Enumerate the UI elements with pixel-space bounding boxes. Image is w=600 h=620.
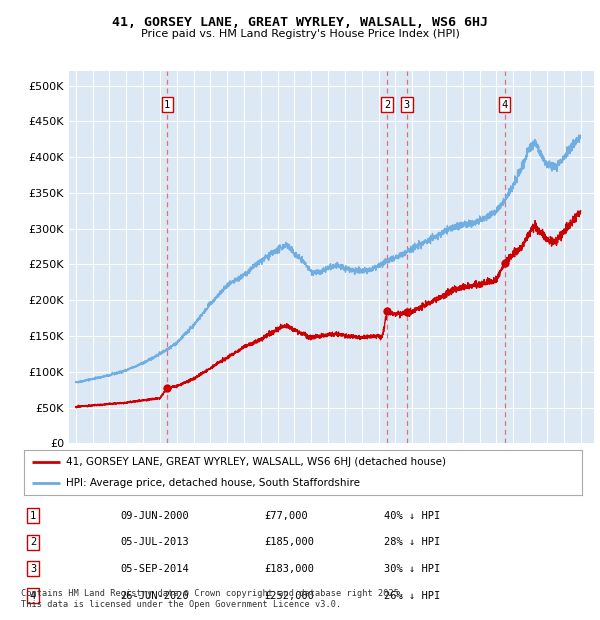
Text: HPI: Average price, detached house, South Staffordshire: HPI: Average price, detached house, Sout… — [66, 477, 360, 488]
Text: 3: 3 — [404, 100, 410, 110]
Text: 1: 1 — [30, 510, 36, 521]
Text: 2: 2 — [384, 100, 391, 110]
Text: 28% ↓ HPI: 28% ↓ HPI — [384, 537, 440, 547]
Text: £185,000: £185,000 — [264, 537, 314, 547]
Text: 4: 4 — [30, 590, 36, 601]
Text: 1: 1 — [164, 100, 170, 110]
Text: £183,000: £183,000 — [264, 564, 314, 574]
Text: 3: 3 — [30, 564, 36, 574]
Text: 41, GORSEY LANE, GREAT WYRLEY, WALSALL, WS6 6HJ: 41, GORSEY LANE, GREAT WYRLEY, WALSALL, … — [112, 16, 488, 29]
Text: Price paid vs. HM Land Registry's House Price Index (HPI): Price paid vs. HM Land Registry's House … — [140, 29, 460, 39]
Text: 26-JUN-2020: 26-JUN-2020 — [120, 590, 189, 601]
Text: 2: 2 — [30, 537, 36, 547]
Text: 26% ↓ HPI: 26% ↓ HPI — [384, 590, 440, 601]
Text: 4: 4 — [502, 100, 508, 110]
Text: 05-JUL-2013: 05-JUL-2013 — [120, 537, 189, 547]
Text: £252,000: £252,000 — [264, 590, 314, 601]
Text: 30% ↓ HPI: 30% ↓ HPI — [384, 564, 440, 574]
Text: Contains HM Land Registry data © Crown copyright and database right 2025.
This d: Contains HM Land Registry data © Crown c… — [21, 590, 404, 609]
Text: £77,000: £77,000 — [264, 510, 308, 521]
Text: 40% ↓ HPI: 40% ↓ HPI — [384, 510, 440, 521]
Text: 41, GORSEY LANE, GREAT WYRLEY, WALSALL, WS6 6HJ (detached house): 41, GORSEY LANE, GREAT WYRLEY, WALSALL, … — [66, 457, 446, 467]
Text: 09-JUN-2000: 09-JUN-2000 — [120, 510, 189, 521]
Text: 05-SEP-2014: 05-SEP-2014 — [120, 564, 189, 574]
